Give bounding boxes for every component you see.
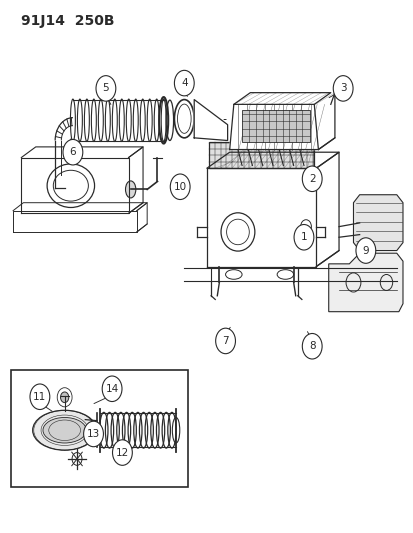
- Text: 4: 4: [180, 78, 187, 88]
- FancyBboxPatch shape: [209, 142, 313, 168]
- Circle shape: [215, 328, 235, 354]
- Polygon shape: [328, 253, 402, 312]
- Circle shape: [102, 376, 122, 401]
- Text: 3: 3: [339, 83, 346, 93]
- FancyBboxPatch shape: [242, 110, 309, 142]
- Circle shape: [112, 440, 132, 465]
- Circle shape: [301, 166, 321, 191]
- Text: 8: 8: [308, 341, 315, 351]
- Text: 10: 10: [173, 182, 186, 192]
- Text: 7: 7: [222, 336, 228, 346]
- Text: 91J14  250B: 91J14 250B: [21, 14, 114, 28]
- Polygon shape: [194, 100, 227, 141]
- Ellipse shape: [125, 181, 135, 198]
- Text: 6: 6: [69, 147, 76, 157]
- Text: 2: 2: [308, 174, 315, 184]
- Polygon shape: [229, 104, 318, 150]
- Circle shape: [83, 421, 103, 447]
- Circle shape: [96, 76, 116, 101]
- Polygon shape: [353, 195, 402, 251]
- Ellipse shape: [33, 410, 96, 450]
- Text: 13: 13: [87, 429, 100, 439]
- Text: 5: 5: [102, 83, 109, 93]
- Circle shape: [301, 334, 321, 359]
- Circle shape: [170, 174, 190, 199]
- Circle shape: [63, 140, 83, 165]
- Circle shape: [293, 224, 313, 250]
- Circle shape: [332, 76, 352, 101]
- Circle shape: [30, 384, 50, 409]
- Text: 1: 1: [300, 232, 306, 243]
- Text: 14: 14: [105, 384, 119, 394]
- Circle shape: [60, 392, 69, 402]
- Circle shape: [355, 238, 375, 263]
- Circle shape: [174, 70, 194, 96]
- Ellipse shape: [43, 417, 86, 443]
- Text: 11: 11: [33, 392, 46, 402]
- Text: 9: 9: [362, 246, 368, 255]
- Text: 12: 12: [116, 448, 129, 457]
